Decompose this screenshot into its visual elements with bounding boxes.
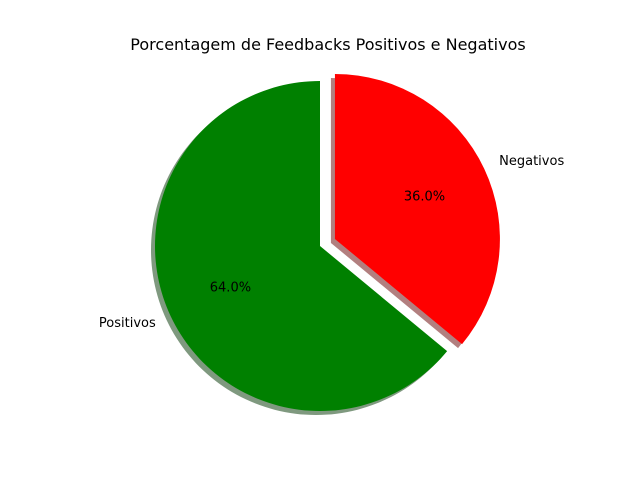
- slice-label-positivos: Positivos: [99, 316, 156, 331]
- chart-title: Porcentagem de Feedbacks Positivos e Neg…: [130, 35, 525, 54]
- slice-negativos: [334, 73, 500, 345]
- pct-label-positivos: 64.0%: [210, 281, 251, 296]
- slice-label-negativos: Negativos: [499, 154, 564, 169]
- label-layer: Positivos 64.0% Negativos 36.0%: [99, 154, 565, 331]
- pct-label-negativos: 36.0%: [404, 189, 445, 204]
- slice-positivos: [154, 81, 448, 411]
- slice-layer: [154, 73, 500, 411]
